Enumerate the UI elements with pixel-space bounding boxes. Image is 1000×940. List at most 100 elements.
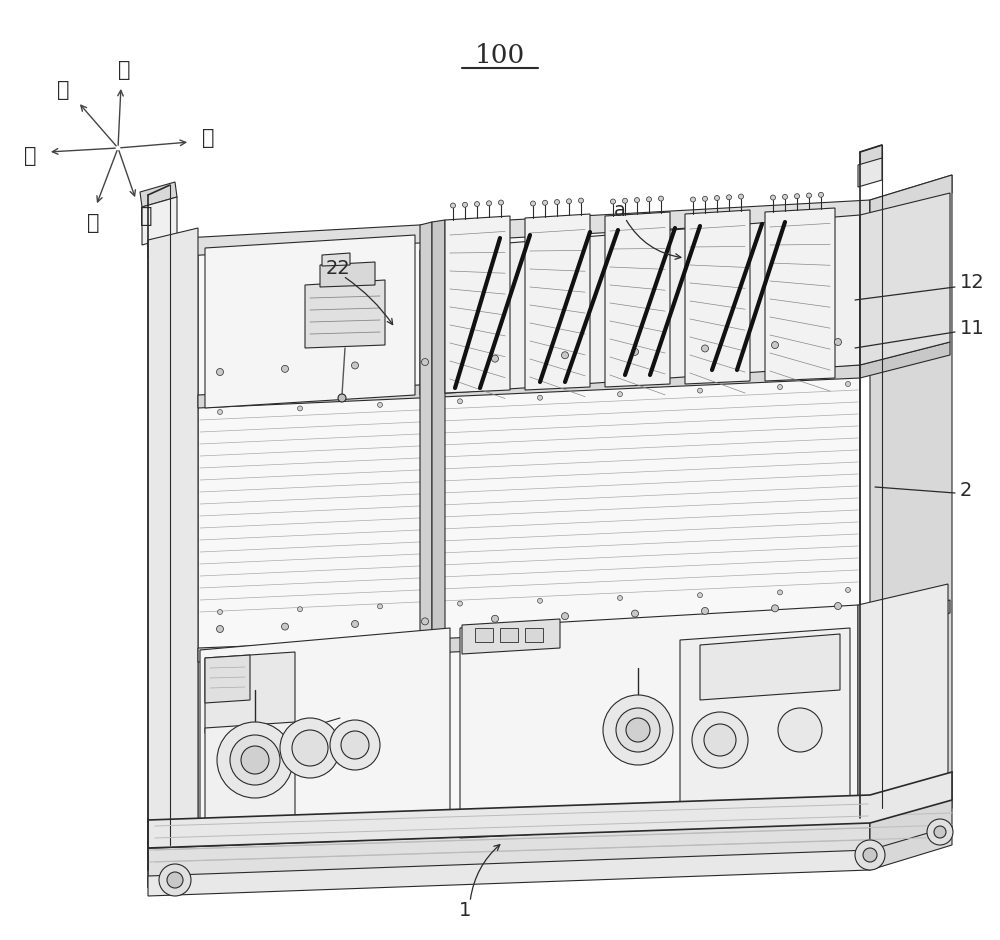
Circle shape — [562, 352, 568, 359]
Circle shape — [726, 195, 732, 200]
Circle shape — [352, 362, 359, 368]
Circle shape — [704, 724, 736, 756]
Text: 1: 1 — [459, 901, 471, 919]
Circle shape — [475, 201, 480, 207]
Circle shape — [352, 620, 359, 628]
Circle shape — [618, 392, 622, 397]
Circle shape — [486, 201, 492, 206]
Polygon shape — [860, 193, 950, 365]
Circle shape — [218, 410, 223, 415]
Polygon shape — [148, 822, 870, 887]
Circle shape — [772, 341, 778, 349]
Circle shape — [378, 402, 383, 407]
Circle shape — [818, 193, 824, 197]
Circle shape — [566, 198, 572, 204]
Circle shape — [378, 603, 383, 609]
Polygon shape — [148, 228, 198, 860]
Circle shape — [330, 720, 380, 770]
Circle shape — [714, 196, 720, 200]
Circle shape — [458, 601, 463, 606]
Circle shape — [292, 730, 328, 766]
Circle shape — [280, 718, 340, 778]
Circle shape — [451, 203, 456, 208]
Polygon shape — [870, 175, 952, 218]
Polygon shape — [855, 800, 885, 828]
Polygon shape — [685, 210, 750, 384]
Circle shape — [863, 848, 877, 862]
Circle shape — [282, 623, 289, 630]
Polygon shape — [148, 200, 870, 258]
Circle shape — [530, 201, 536, 206]
Circle shape — [658, 196, 664, 201]
Polygon shape — [198, 622, 860, 662]
Circle shape — [616, 708, 660, 752]
Circle shape — [934, 826, 946, 838]
Polygon shape — [148, 228, 170, 258]
Polygon shape — [205, 652, 295, 733]
Circle shape — [538, 598, 542, 603]
Polygon shape — [432, 220, 445, 650]
Polygon shape — [860, 145, 882, 172]
Circle shape — [538, 395, 542, 400]
Polygon shape — [680, 628, 850, 820]
Circle shape — [702, 196, 708, 201]
Text: a: a — [614, 200, 626, 220]
Polygon shape — [445, 216, 510, 393]
Circle shape — [241, 746, 269, 774]
Circle shape — [782, 195, 788, 199]
Bar — [500, 628, 518, 642]
Polygon shape — [198, 365, 860, 408]
Circle shape — [341, 731, 369, 759]
Text: 11: 11 — [960, 319, 985, 337]
Circle shape — [778, 590, 782, 595]
Polygon shape — [200, 628, 450, 840]
Circle shape — [698, 388, 702, 393]
Circle shape — [690, 197, 696, 202]
Circle shape — [855, 840, 885, 870]
Text: 下: 下 — [140, 206, 152, 226]
Polygon shape — [142, 197, 177, 245]
Polygon shape — [860, 600, 950, 636]
Polygon shape — [198, 204, 860, 847]
Polygon shape — [765, 208, 835, 381]
Circle shape — [778, 708, 822, 752]
Text: 12: 12 — [960, 274, 985, 292]
Circle shape — [626, 718, 650, 742]
Polygon shape — [420, 215, 860, 395]
Polygon shape — [148, 772, 952, 848]
Text: 100: 100 — [475, 42, 525, 68]
Polygon shape — [700, 634, 840, 700]
Polygon shape — [148, 850, 870, 896]
Circle shape — [738, 194, 744, 199]
Circle shape — [635, 197, 640, 202]
Circle shape — [298, 606, 303, 612]
Circle shape — [794, 194, 800, 198]
Polygon shape — [605, 212, 670, 387]
Text: 后: 后 — [87, 213, 99, 233]
Circle shape — [554, 199, 560, 205]
Circle shape — [217, 722, 293, 798]
Circle shape — [458, 399, 463, 404]
Circle shape — [632, 349, 639, 355]
Circle shape — [698, 593, 702, 598]
Polygon shape — [858, 584, 948, 818]
Bar — [475, 628, 493, 642]
Circle shape — [806, 193, 812, 198]
Text: 22: 22 — [326, 258, 350, 277]
Circle shape — [542, 200, 548, 205]
Circle shape — [846, 588, 850, 592]
Polygon shape — [305, 280, 385, 348]
Text: 右: 右 — [202, 128, 214, 148]
Polygon shape — [870, 175, 952, 828]
Polygon shape — [525, 214, 590, 390]
Circle shape — [618, 595, 622, 601]
Text: 前: 前 — [118, 60, 130, 80]
Circle shape — [927, 819, 953, 845]
Circle shape — [622, 198, 628, 203]
Circle shape — [610, 199, 616, 204]
Circle shape — [770, 195, 776, 200]
Polygon shape — [148, 185, 170, 238]
Circle shape — [338, 394, 346, 402]
Polygon shape — [420, 222, 432, 653]
Polygon shape — [205, 722, 295, 822]
